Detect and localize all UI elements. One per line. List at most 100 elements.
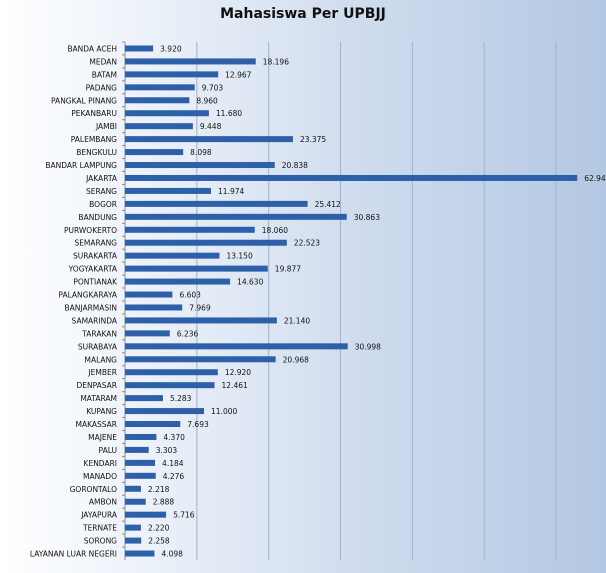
data-label: 5.716 [173,511,195,520]
data-label: 21.140 [284,316,310,325]
category-label: TERNATE [82,524,117,533]
category-label: PALU [99,446,117,455]
data-label: 20.968 [283,355,309,364]
data-label: 9.448 [200,122,222,131]
data-label: 25.412 [315,200,341,209]
data-label: 22.523 [294,239,320,248]
data-label: 23.375 [300,135,326,144]
category-label: KUPANG [86,407,117,416]
category-label: DENPASAR [76,381,117,390]
bar [125,369,218,376]
category-label: PEKANBARU [71,109,117,118]
bar [125,278,231,285]
data-label: 4.276 [163,472,185,481]
data-label: 2.220 [148,524,170,533]
bar [125,291,173,298]
bar [125,265,268,272]
category-label: MEDAN [89,57,117,66]
category-label: BENGKULU [76,148,117,157]
data-label: 6.236 [177,329,199,338]
data-label: 8.960 [196,96,218,105]
data-label: 19.877 [275,265,301,274]
bar [125,498,146,505]
bar [125,252,220,259]
category-label: MAJENE [88,433,117,442]
bar [125,226,255,233]
data-label: 6.603 [179,291,201,300]
bar [125,123,193,130]
category-label: SERANG [86,187,117,196]
data-label: 2.888 [153,498,175,507]
bar [125,433,157,440]
bar [125,304,183,311]
bar [125,459,156,466]
data-label: 7.969 [189,303,211,312]
category-label: BANJARMASIN [65,303,118,312]
category-label: JAKARTA [85,174,118,183]
category-label: BOGOR [89,200,117,209]
category-label: MATARAM [80,394,117,403]
bar [125,550,155,557]
category-label: BATAM [92,70,117,79]
category-label: PURWOKERTO [64,226,117,235]
category-label: BANDA ACEH [67,44,117,53]
bar [125,382,215,389]
data-label: 18.060 [262,226,288,235]
bar [125,149,184,156]
data-label: 11.974 [218,187,244,196]
bar [125,356,276,363]
data-label: 4.098 [161,550,183,559]
category-label: TARAKAN [81,329,117,338]
bar [125,511,167,518]
data-label: 30.863 [354,213,380,222]
data-label: 2.258 [148,537,170,546]
category-label: PANGKAL PINANG [51,96,117,105]
category-label: PALANGKARAYA [58,291,117,300]
data-label: 62.943 [584,174,606,183]
bar [125,446,149,453]
bar [125,110,209,117]
category-label: SORONG [84,537,117,546]
category-label: JEMBER [87,368,117,377]
bar [125,187,212,194]
category-label: BANDUNG [78,213,117,222]
category-label: KENDARI [84,459,117,468]
data-label: 3.920 [160,44,182,53]
data-label: 9.703 [202,83,224,92]
bar [125,343,348,350]
bar [125,162,275,169]
bar [125,317,277,324]
bar [125,97,190,104]
data-label: 12.967 [225,70,251,79]
data-label: 18.196 [263,57,289,66]
data-label: 14.630 [237,278,263,287]
bar [125,136,293,143]
bar [125,200,308,207]
chart-title: Mahasiswa Per UPBJJ [220,6,386,22]
bar [125,395,163,402]
category-label: LAYANAN LUAR NEGERI [30,550,117,559]
bar [125,174,578,181]
bar [125,485,141,492]
bar [125,421,181,428]
data-label: 12.461 [222,381,248,390]
category-label: YOGYAKARTA [68,265,118,274]
category-label: SEMARANG [74,239,117,248]
category-label: PALEMBANG [71,135,117,144]
bar [125,84,195,91]
bar [125,472,156,479]
data-label: 12.920 [225,368,251,377]
category-label: SAMARINDA [72,316,118,325]
data-label: 30.998 [355,342,381,351]
data-label: 7.693 [187,420,209,429]
bar [125,408,205,415]
category-label: SURABAYA [78,342,118,351]
category-label: MALANG [84,355,117,364]
bar [125,71,219,78]
bar [125,58,256,65]
category-label: MAKASSAR [75,420,117,429]
bar [125,330,170,337]
category-label: PADANG [86,83,118,92]
bar [125,524,141,531]
